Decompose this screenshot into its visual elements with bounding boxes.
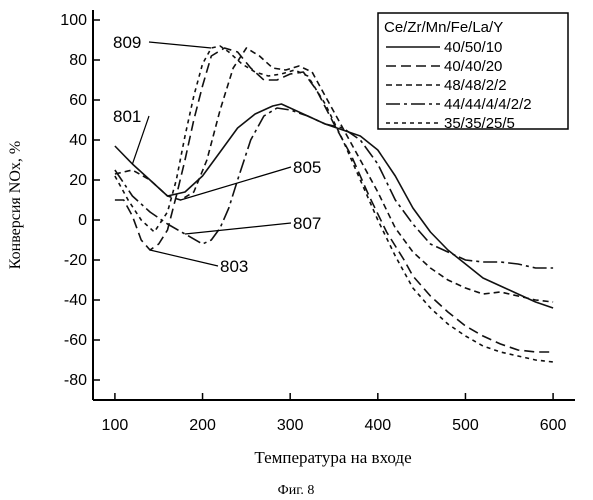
x-tick-label: 100 xyxy=(102,417,129,434)
legend-title: Ce/Zr/Mn/Fe/La/Y xyxy=(384,19,503,36)
y-tick-label: 0 xyxy=(78,212,87,229)
x-tick-label: 300 xyxy=(277,417,304,434)
figure-caption: Фиг. 8 xyxy=(278,483,315,498)
legend-entry-label: 35/35/25/5 xyxy=(444,115,515,132)
legend-entry-label: 40/50/10 xyxy=(444,39,502,56)
legend-entry-label: 48/48/2/2 xyxy=(444,77,507,94)
series-callout-label: 805 xyxy=(293,158,321,177)
series-callout-label: 801 xyxy=(113,107,141,126)
y-tick-label: 80 xyxy=(69,52,87,69)
callouts: 809 801 805 807 803 xyxy=(113,33,321,276)
callout-leader-line xyxy=(149,42,211,48)
y-tick-label: -80 xyxy=(64,372,87,389)
series-line-4 xyxy=(115,108,553,268)
legend: Ce/Zr/Mn/Fe/La/Y 40/50/10 40/40/20 48/48/2… xyxy=(378,13,568,132)
y-ticks: 100 80 60 40 20 0 -20 -40 -60 -80 xyxy=(60,12,100,389)
series-callout-label: 809 xyxy=(113,33,141,52)
y-tick-label: 100 xyxy=(60,12,87,29)
x-tick-label: 400 xyxy=(364,417,391,434)
series-callout-label: 807 xyxy=(293,214,321,233)
series-line-1 xyxy=(115,104,553,308)
y-tick-label: 20 xyxy=(69,172,87,189)
x-tick-label: 500 xyxy=(452,417,479,434)
x-tick-label: 600 xyxy=(540,417,567,434)
x-axis-label: Температура на входе xyxy=(254,448,411,467)
legend-entry-label: 40/40/20 xyxy=(444,58,502,75)
series-callout-label: 803 xyxy=(220,257,248,276)
y-tick-label: -60 xyxy=(64,332,87,349)
y-tick-label: 60 xyxy=(69,92,87,109)
x-tick-label: 200 xyxy=(189,417,216,434)
callout-leader-line xyxy=(185,223,291,234)
y-tick-label: -20 xyxy=(64,252,87,269)
legend-entry-label: 44/44/4/4/2/2 xyxy=(444,96,532,113)
callout-leader-line xyxy=(150,250,218,266)
y-axis-label: Конверсия NOx, % xyxy=(7,141,24,269)
y-tick-label: 40 xyxy=(69,132,87,149)
y-tick-label: -40 xyxy=(64,292,87,309)
